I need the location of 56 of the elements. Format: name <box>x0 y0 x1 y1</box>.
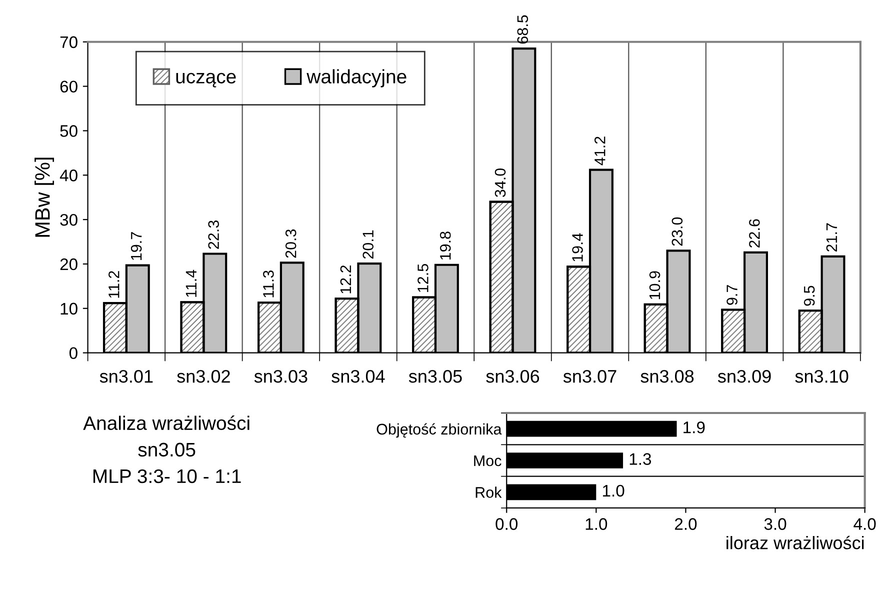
y-tick-label: Rok <box>476 486 502 498</box>
data-label: 12.5 <box>418 264 428 292</box>
data-label: 20.3 <box>285 229 296 258</box>
x-tick-label: 3.0 <box>764 518 786 530</box>
data-label: 9.5 <box>804 286 815 306</box>
data-label: 1.0 <box>602 484 624 497</box>
y-tick-label: 50 <box>60 125 78 137</box>
y-tick-label: 40 <box>60 170 78 182</box>
data-label: 19.8 <box>440 232 451 260</box>
data-label: 1.3 <box>630 453 652 465</box>
data-label: 11.4 <box>186 270 196 297</box>
data-label: 20.1 <box>362 230 374 259</box>
y-tick-label: 60 <box>60 80 78 93</box>
x-tick-label: sn3.04 <box>332 370 385 383</box>
data-label: 9.7 <box>726 285 738 305</box>
x-tick-label: sn3.01 <box>100 370 153 383</box>
y-tick-label: Objętość zbiornika <box>376 423 502 438</box>
data-label: 34.0 <box>494 168 506 198</box>
x-tick-label: 4.0 <box>854 518 876 530</box>
x-tick-label: sn3.07 <box>563 370 616 383</box>
x-tick-label: sn3.05 <box>408 370 462 383</box>
data-label: 1.9 <box>684 422 705 434</box>
data-label: 41.2 <box>594 136 606 166</box>
x-tick-label: sn3.03 <box>254 370 308 383</box>
legend-label: walidacyjne <box>306 69 406 88</box>
x-tick-label: 0.0 <box>496 518 518 530</box>
y-tick-label: 20 <box>60 258 78 270</box>
data-label: 68.5 <box>517 15 528 44</box>
text: MLP 3:3- 10 - 1:1 <box>93 469 241 484</box>
data-label: 10.9 <box>649 271 660 300</box>
data-label: 11.2 <box>108 271 120 298</box>
text: Analiza wrażliwości <box>83 416 250 430</box>
x-tick-label: sn3.09 <box>718 370 771 383</box>
y-tick-label: 30 <box>60 214 78 226</box>
data-label: 23.0 <box>672 217 683 246</box>
data-label: 21.7 <box>826 223 837 252</box>
data-label: 19.4 <box>572 233 583 262</box>
x-tick-label: 2.0 <box>674 518 697 530</box>
legend-label: uczące <box>176 72 236 88</box>
x-tick-label: sn3.02 <box>177 370 230 383</box>
data-label: 19.7 <box>130 232 142 260</box>
x-axis-title: iloraz wrażliwości <box>726 536 864 550</box>
data-label: 22.3 <box>208 220 219 249</box>
y-axis-title: MBw [%] <box>34 158 54 237</box>
y-tick-label: Moc <box>474 456 502 466</box>
y-tick-label: 70 <box>60 36 78 48</box>
text: sn3.05 <box>138 442 196 457</box>
x-tick-label: sn3.06 <box>486 370 540 383</box>
x-tick-label: sn3.08 <box>640 370 694 383</box>
y-tick-label: 10 <box>60 302 78 315</box>
y-tick-label: 0 <box>69 347 78 360</box>
data-label: 22.6 <box>749 219 760 248</box>
x-tick-label: 1.0 <box>586 518 608 530</box>
data-label: 12.2 <box>340 265 351 294</box>
x-tick-label: sn3.10 <box>795 370 848 383</box>
data-label: 11.3 <box>263 270 274 298</box>
